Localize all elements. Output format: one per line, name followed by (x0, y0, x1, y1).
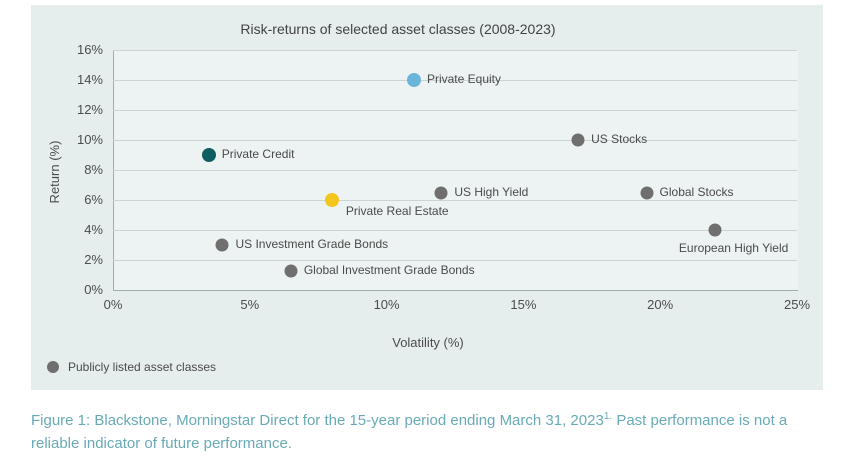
data-point-label-us-investment-grade-bonds: US Investment Grade Bonds (235, 237, 389, 251)
gridline (113, 170, 797, 171)
x-tick-label: 20% (647, 297, 674, 312)
data-point-label-us-stocks: US Stocks (591, 132, 648, 146)
y-tick-label: 16% (76, 42, 103, 57)
y-tick-label: 14% (76, 72, 103, 87)
figure-caption: Figure 1: Blackstone, Morningstar Direct… (31, 405, 787, 455)
gridline (113, 50, 797, 51)
data-point-us-investment-grade-bonds (215, 238, 229, 252)
gridline (113, 200, 797, 201)
y-tick-label: 2% (84, 252, 103, 267)
data-point-label-global-investment-grade-bonds: Global Investment Grade Bonds (303, 262, 475, 277)
data-point-label-us-high-yield: US High Yield (454, 184, 529, 199)
chart-panel: Risk-returns of selected asset classes (… (31, 5, 823, 390)
gridline (113, 110, 797, 111)
data-point-label-global-stocks: Global Stocks (659, 184, 734, 199)
caption-line-1: Figure 1: Blackstone, Morningstar Direct… (31, 405, 787, 432)
data-point-global-stocks (640, 186, 654, 199)
y-tick-label: 4% (84, 222, 103, 237)
data-point-label-private-real-estate: Private Real Estate (345, 204, 449, 218)
x-tick-label: 15% (510, 297, 537, 312)
data-point-label-european-high-yield: European High Yield (678, 241, 789, 255)
y-tick-label: 8% (84, 162, 103, 177)
x-axis-title: Volatility (%) (392, 335, 464, 350)
data-point-private-real-estate (324, 193, 339, 207)
data-point-us-high-yield (434, 186, 448, 199)
data-point-private-credit (201, 148, 216, 162)
gridline (113, 260, 797, 261)
gridline (113, 80, 797, 81)
gridline (113, 230, 797, 231)
legend-label: Publicly listed asset classes (68, 360, 217, 374)
legend-marker-icon (47, 361, 59, 373)
x-tick-label: 0% (103, 297, 123, 312)
x-tick-label: 10% (373, 297, 400, 312)
caption-text-pre: Figure 1: Blackstone, Morningstar Direct… (31, 412, 604, 429)
data-point-us-stocks (571, 133, 585, 147)
y-tick-label: 6% (84, 192, 103, 207)
caption-text-post: Past performance is not a (612, 412, 788, 429)
data-point-label-private-equity: Private Equity (426, 72, 501, 86)
data-point-european-high-yield (708, 223, 722, 237)
y-tick-label: 0% (84, 282, 103, 297)
caption-line-2: reliable indicator of future performance… (31, 435, 292, 452)
x-tick-label: 25% (783, 297, 811, 312)
y-tick-label: 12% (76, 102, 103, 117)
chart-title: Risk-returns of selected asset classes (… (240, 21, 556, 37)
x-tick-label: 5% (240, 297, 260, 312)
caption-footnote-marker: 1. (603, 411, 613, 422)
data-point-private-equity (406, 73, 421, 87)
y-tick-label: 10% (76, 132, 103, 147)
chart-legend: Publicly listed asset classes (47, 360, 216, 374)
data-point-global-investment-grade-bonds (284, 264, 298, 277)
gridline (113, 140, 797, 141)
data-point-label-private-credit: Private Credit (221, 147, 295, 161)
